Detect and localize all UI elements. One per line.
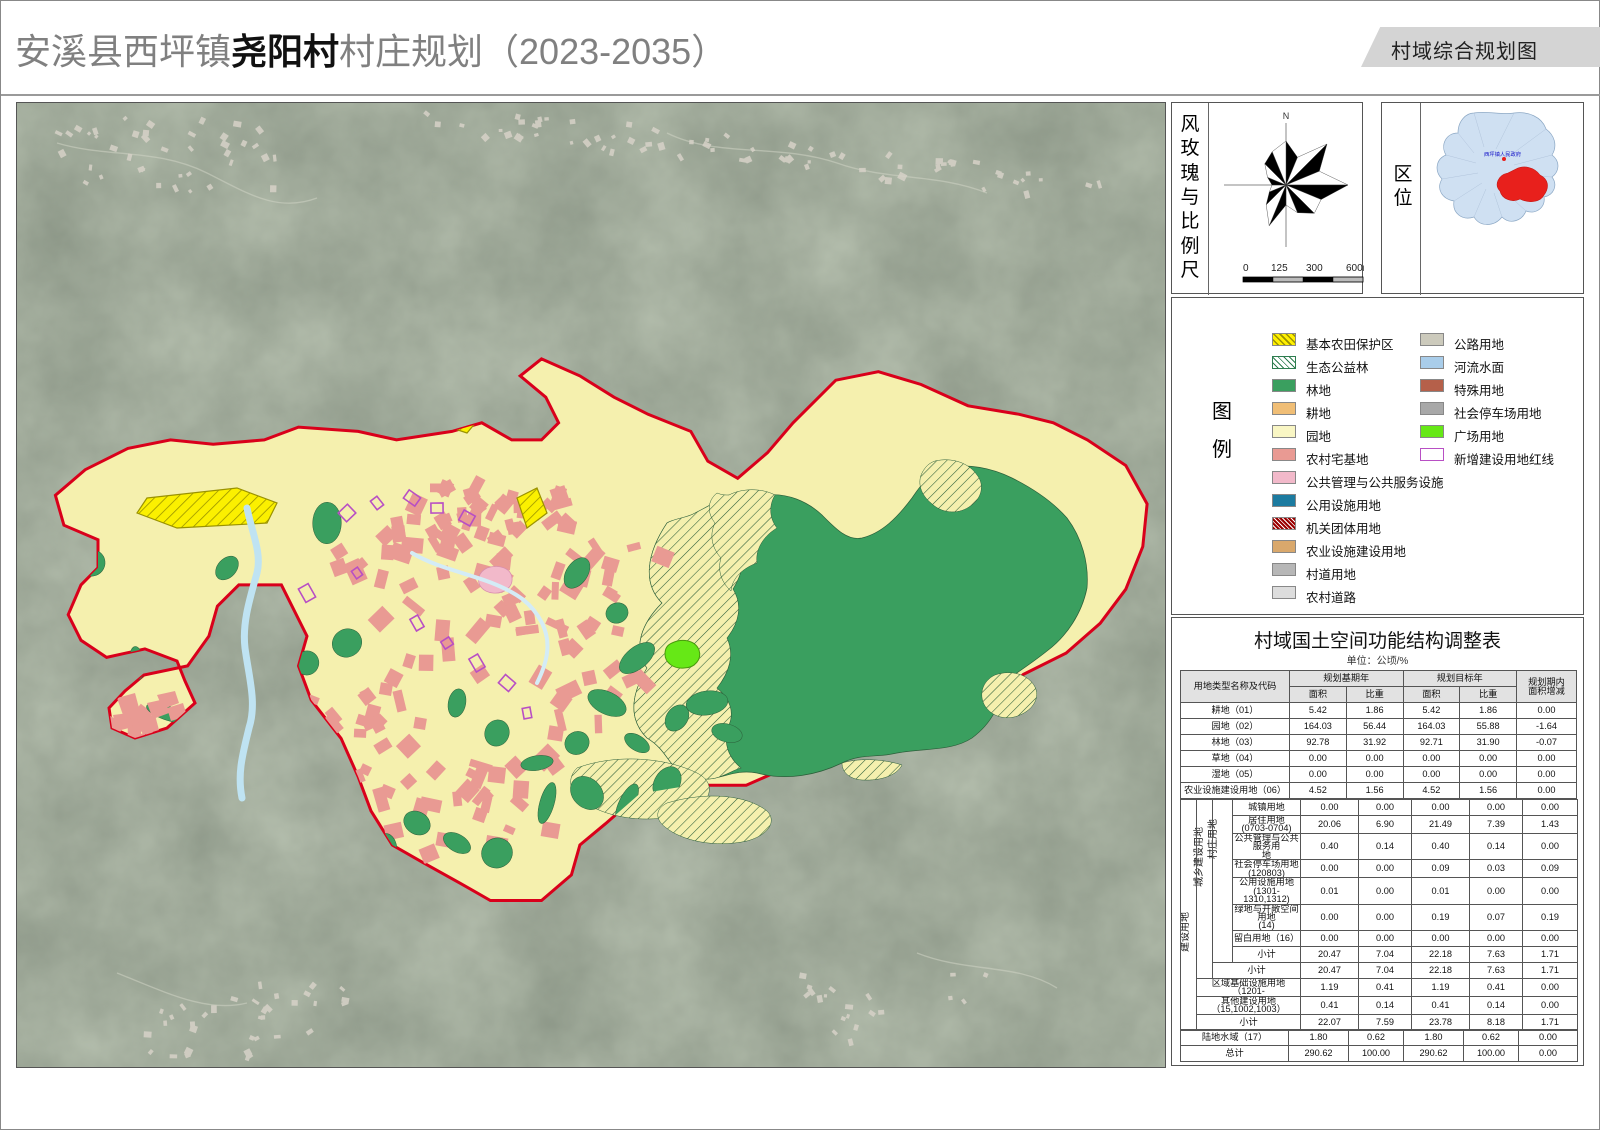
svg-text:西坪镇人民政府: 西坪镇人民政府 [1484, 150, 1522, 158]
svg-text:0: 0 [1243, 263, 1249, 274]
svg-text:N: N [1283, 111, 1290, 121]
svg-text:300: 300 [1306, 263, 1323, 274]
svg-text:600m: 600m [1346, 263, 1364, 274]
svg-text:125: 125 [1271, 263, 1288, 274]
